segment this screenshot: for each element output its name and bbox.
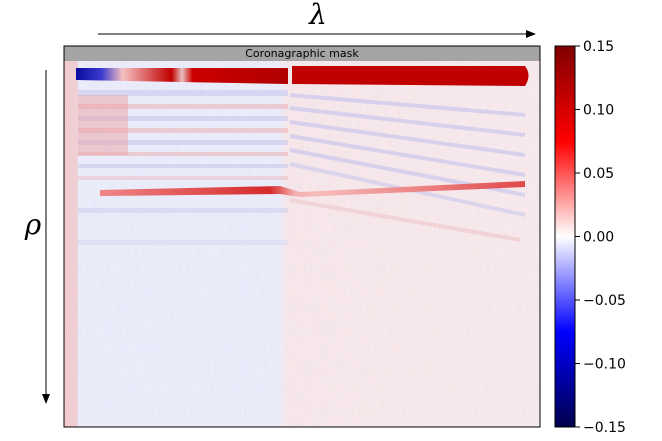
colorbar-tick-label: −0.10 bbox=[583, 357, 626, 373]
y-axis-arrow bbox=[42, 70, 50, 404]
x-axis-arrow bbox=[98, 30, 536, 38]
colorbar-ticks: 0.15 0.10 0.05 0.00 −0.05 −0.10 −0.15 bbox=[575, 39, 626, 436]
colorbar-tick-label: 0.00 bbox=[583, 230, 614, 246]
mask-annotation: Coronagraphic mask bbox=[245, 47, 359, 60]
heatmap-image bbox=[63, 45, 541, 428]
colorbar-tick-label: −0.15 bbox=[583, 420, 626, 436]
colorbar-tick-label: 0.05 bbox=[583, 166, 614, 182]
x-axis-label: λ bbox=[308, 0, 327, 31]
colorbar-tick-label: 0.15 bbox=[583, 39, 614, 55]
colorbar bbox=[554, 45, 576, 428]
colorbar-tick-label: 0.10 bbox=[583, 103, 614, 119]
colorbar-tick-label: −0.05 bbox=[583, 293, 626, 309]
y-axis-label: ρ bbox=[24, 208, 42, 241]
